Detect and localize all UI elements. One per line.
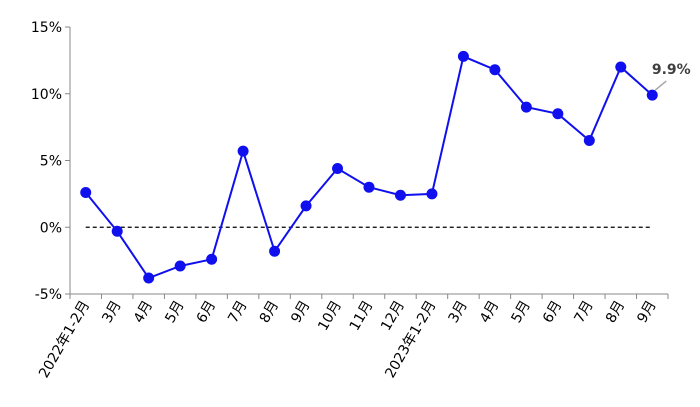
data-point: [552, 108, 564, 120]
data-point: [300, 200, 312, 212]
x-tick-label: 5月: [162, 298, 187, 326]
axes: [69, 27, 668, 295]
data-point: [646, 89, 658, 101]
x-tick-label: 2022年1-2月: [36, 298, 93, 381]
data-point: [332, 163, 344, 175]
data-label: 9.9%: [652, 62, 691, 78]
x-tick-label: 11月: [347, 298, 377, 334]
annotation-leader-line: [654, 80, 667, 91]
data-point: [457, 50, 469, 62]
x-tick-label: 9月: [288, 298, 313, 326]
data-point: [206, 253, 218, 265]
series: [80, 50, 658, 284]
x-tick-label: 7月: [571, 298, 596, 326]
data-point: [520, 101, 532, 113]
y-tick-label: 0%: [40, 220, 62, 236]
data-point: [394, 189, 406, 201]
x-tick-label: 4月: [131, 298, 156, 326]
data-point: [237, 145, 249, 157]
x-tick-label: 12月: [378, 298, 408, 334]
x-axis-ticks: 2022年1-2月 3月 4月 5月 6月 7月 8月 9月 10月 11月 12月2023年1-2…: [36, 294, 669, 381]
x-tick-label: 6月: [540, 298, 565, 326]
data-point: [269, 245, 281, 257]
x-tick-label: 3月: [99, 298, 124, 326]
annotations: 9.9%: [652, 62, 691, 91]
data-point: [363, 181, 375, 193]
x-tick-label: 9月: [634, 298, 659, 326]
y-tick-label: 10%: [31, 87, 62, 103]
x-tick-label: 7月: [225, 298, 250, 326]
x-tick-label: 8月: [257, 298, 282, 326]
data-point: [80, 187, 92, 199]
y-axis-ticks: -5% 0% 5% 10% 15%: [31, 20, 70, 303]
data-point: [583, 134, 595, 146]
y-tick-label: -5%: [35, 287, 62, 303]
y-tick-label: 15%: [31, 20, 62, 36]
data-point: [615, 61, 627, 73]
data-point: [111, 225, 123, 237]
x-tick-label: 3月: [446, 298, 471, 326]
x-tick-label: 6月: [194, 298, 219, 326]
x-tick-label: 4月: [477, 298, 502, 326]
x-tick-label: 5月: [509, 298, 534, 326]
series-line: [84, 55, 653, 280]
data-point: [143, 272, 155, 284]
data-point: [489, 64, 501, 76]
data-point: [174, 260, 186, 272]
x-tick-label: 8月: [603, 298, 628, 326]
x-tick-label: 10月: [315, 298, 345, 334]
data-point: [426, 188, 438, 200]
y-tick-label: 5%: [40, 154, 62, 170]
